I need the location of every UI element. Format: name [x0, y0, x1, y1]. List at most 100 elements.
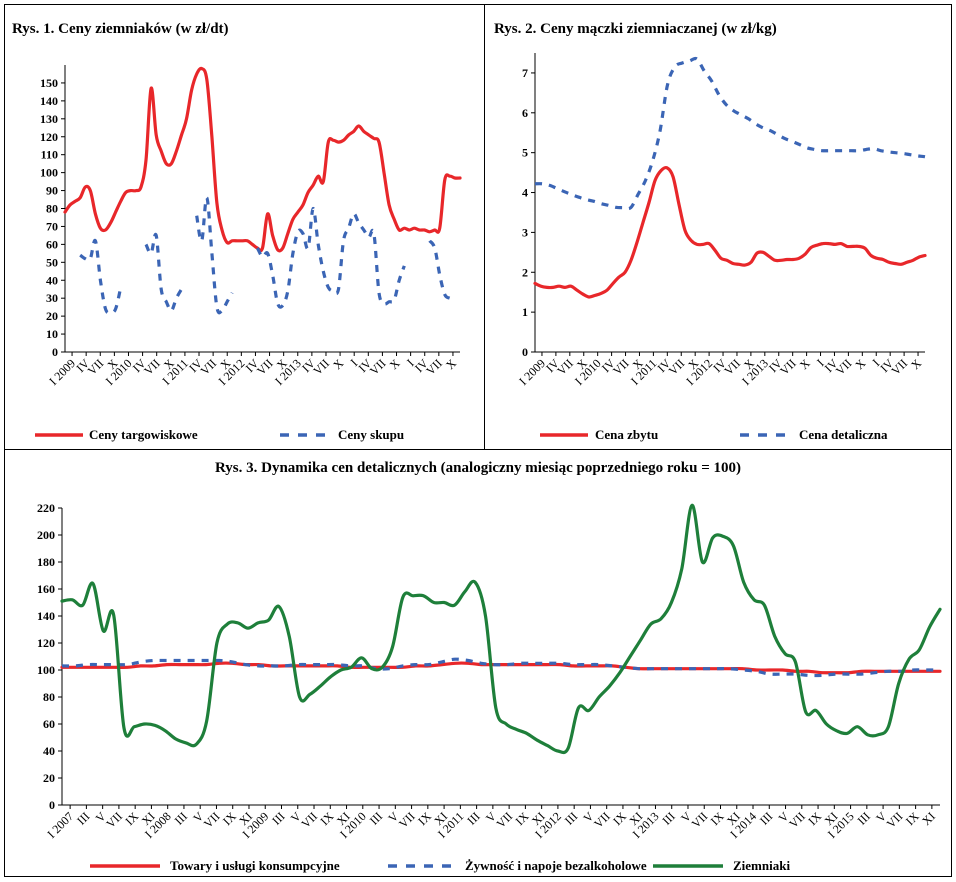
x-tick-label: I 2009 — [46, 356, 78, 388]
legend-label: Żywność i napoje bezalkoholowe — [465, 858, 647, 873]
series-2-line — [79, 196, 451, 315]
x-tick-label: X — [852, 356, 868, 372]
x-tick-label: VII — [85, 356, 107, 378]
x-tick-label: VII — [689, 809, 711, 831]
legend-label: Ziemniaki — [733, 858, 790, 873]
x-tick-label: III — [367, 809, 385, 827]
y-tick-label: 40 — [43, 744, 55, 758]
y-tick-label: 100 — [37, 663, 55, 677]
x-tick-label: VII — [141, 356, 163, 378]
y-tick-label: 6 — [522, 106, 528, 120]
series-line-segment — [63, 66, 462, 253]
x-tick-label: III — [464, 809, 482, 827]
x-tick-label: VII — [610, 356, 632, 378]
x-tick-label: X — [443, 356, 459, 372]
x-tick-label: I 2009 — [516, 356, 548, 388]
y-tick-label: 140 — [37, 609, 55, 623]
x-tick-label: VII — [786, 809, 808, 831]
x-tick-label: VII — [889, 356, 911, 378]
x-tick-label: VII — [554, 356, 576, 378]
series-line-segment — [255, 206, 406, 309]
y-tick-label: 220 — [37, 501, 55, 515]
series-2-line — [61, 657, 940, 678]
x-tick-label: VII — [721, 356, 743, 378]
y-tick-label: 100 — [40, 166, 58, 180]
y-tick-label: 80 — [46, 202, 58, 216]
series-line-segment — [428, 239, 451, 300]
series-1-line — [533, 165, 927, 299]
y-tick-label: 3 — [522, 225, 528, 239]
y-tick-label: 80 — [43, 690, 55, 704]
x-tick-label: VII — [201, 809, 223, 831]
y-tick-label: 150 — [40, 76, 58, 90]
x-tick-label: VII — [494, 809, 516, 831]
chart-title: Rys. 1. Ceny ziemniaków (w zł/dt) — [12, 21, 229, 37]
x-tick-label: III — [74, 809, 92, 827]
y-tick-label: 30 — [46, 291, 58, 305]
x-tick-label: VII — [298, 809, 320, 831]
chart-title: Rys. 2. Ceny mączki ziemniaczanej (w zł/… — [494, 21, 777, 37]
y-tick-label: 20 — [43, 771, 55, 785]
x-tick-label: X — [908, 356, 924, 372]
y-tick-label: 5 — [522, 146, 528, 160]
y-tick-label: 1 — [522, 305, 528, 319]
x-tick-label: X — [330, 356, 346, 372]
x-tick-label: XI — [919, 809, 938, 828]
series-3-line — [60, 503, 942, 755]
y-tick-label: 160 — [37, 582, 55, 596]
chart-svg-1: 0 10 20 30 40 50 60 70 80 90 100 110 120 130 140 150 I 2… — [35, 65, 462, 442]
y-tick-label: 130 — [40, 112, 58, 126]
y-tick-label: 20 — [46, 309, 58, 323]
y-tick-label: 140 — [40, 94, 58, 108]
x-tick-label: III — [855, 809, 873, 827]
y-tick-label: 110 — [41, 148, 58, 162]
series-line-segment — [534, 56, 926, 211]
x-tick-label: III — [757, 809, 775, 827]
x-tick-label: VII — [396, 809, 418, 831]
y-tick-label: 40 — [46, 273, 58, 287]
x-tick-label: VII — [198, 356, 220, 378]
x-tick-label: VII — [666, 356, 688, 378]
series-line-segment — [79, 238, 123, 315]
legend-label: Cena zbytu — [595, 427, 658, 442]
y-tick-label: 60 — [46, 237, 58, 251]
x-tick-label: VII — [367, 356, 389, 378]
series-line-segment — [533, 165, 927, 299]
series-line-segment — [61, 657, 940, 678]
series-line-segment — [195, 196, 234, 315]
y-tick-label: 2 — [522, 265, 528, 279]
legend-label: Ceny skupu — [338, 427, 404, 442]
x-tick-label: VII — [833, 356, 855, 378]
y-tick-label: 0 — [522, 345, 528, 359]
y-tick-label: 4 — [522, 186, 528, 200]
chart-panel-1: Rys. 1. Ceny ziemniaków (w zł/dt) 0 10 20 3… — [4, 4, 485, 450]
x-tick-label: III — [269, 809, 287, 827]
y-tick-label: 50 — [46, 255, 58, 269]
x-tick-label: VII — [777, 356, 799, 378]
y-tick-label: 90 — [46, 184, 58, 198]
x-tick-label: VII — [591, 809, 613, 831]
y-tick-label: 0 — [52, 345, 58, 359]
legend-label: Cena detaliczna — [799, 427, 888, 442]
chart-panel-3: Rys. 3. Dynamika cen detalicznych (analo… — [4, 449, 952, 877]
x-tick-label: III — [562, 809, 580, 827]
x-tick-label: III — [659, 809, 677, 827]
x-tick-label: VII — [884, 809, 906, 831]
x-tick-label: X — [797, 356, 813, 372]
x-tick-label: VII — [254, 356, 276, 378]
x-tick-label: VII — [310, 356, 332, 378]
y-tick-label: 120 — [40, 130, 58, 144]
chart-title: Rys. 3. Dynamika cen detalicznych (analo… — [214, 460, 742, 476]
y-tick-label: 7 — [522, 66, 528, 80]
chart-panel-2: Rys. 2. Ceny mączki ziemniaczanej (w zł/… — [484, 4, 952, 450]
y-tick-label: 180 — [37, 555, 55, 569]
series-line-segment — [60, 661, 942, 675]
x-tick-label: VII — [423, 356, 445, 378]
y-tick-label: 10 — [46, 327, 58, 341]
y-tick-label: 200 — [37, 528, 55, 542]
legend-label: Ceny targowiskowe — [89, 427, 198, 442]
x-tick-label: VII — [103, 809, 125, 831]
series-2-line — [534, 56, 926, 211]
